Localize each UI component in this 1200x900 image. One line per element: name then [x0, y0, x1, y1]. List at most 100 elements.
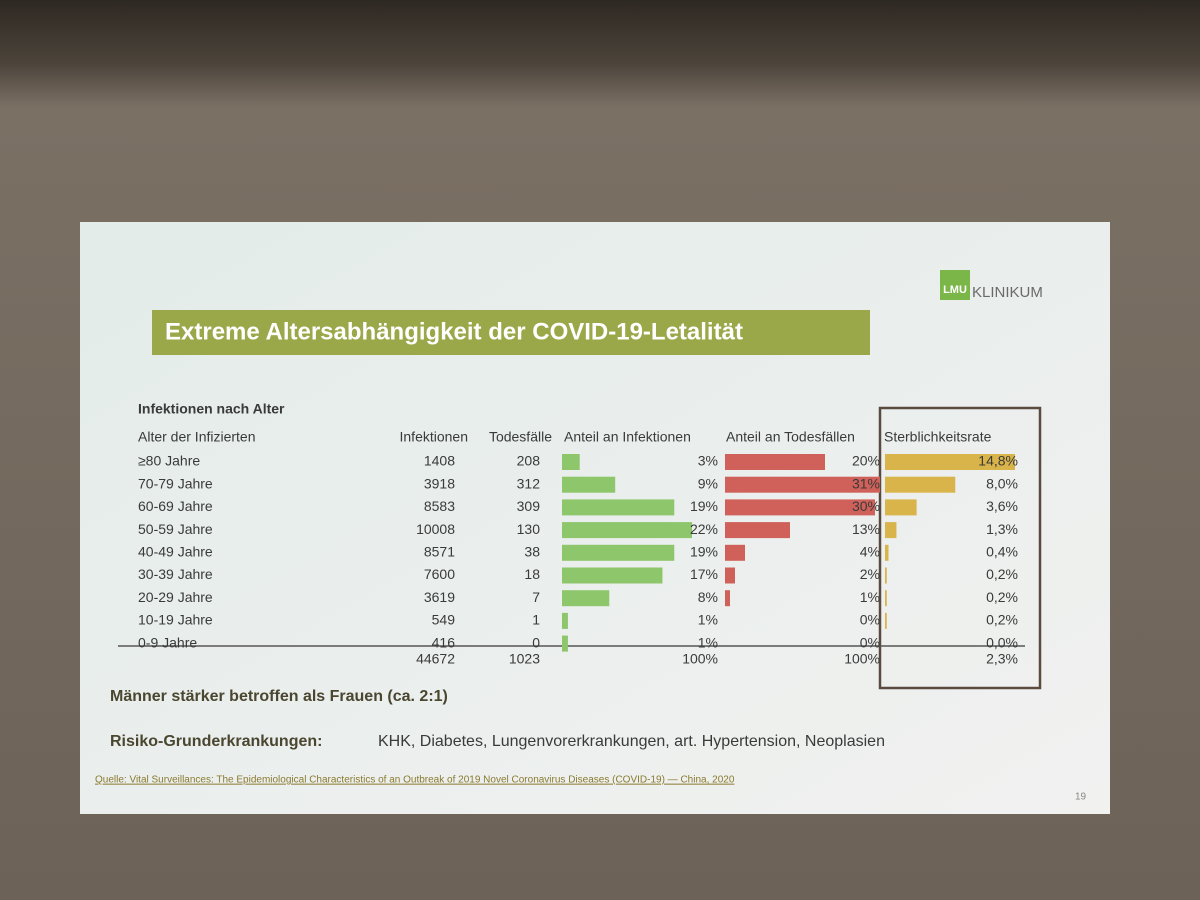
death-share-label: 0% [860, 612, 880, 628]
fatality-rate-bar [885, 476, 956, 493]
infections: 1408 [424, 453, 455, 469]
fatality-rate-bar [885, 544, 889, 561]
source: Quelle: Vital Surveillances: The Epidemi… [95, 775, 735, 786]
age-group: 0-9 Jahre [138, 634, 197, 650]
infections: 549 [432, 612, 456, 628]
title-box [152, 310, 870, 355]
note: Männer stärker betroffen als Frauen (ca.… [110, 688, 448, 705]
fatality-rate-label: 0,0% [986, 634, 1018, 650]
fatality-rate-bar [885, 590, 887, 607]
infection-share-label: 9% [698, 475, 718, 491]
highlight-box [878, 406, 1042, 690]
death-share-label: 4% [860, 544, 880, 560]
logo-mark: LMU [943, 284, 967, 296]
infection-share-label: 8% [698, 589, 718, 605]
age-group: 30-39 Jahre [138, 566, 213, 582]
fatality-rate-bar [885, 612, 887, 629]
infections: 7600 [424, 566, 455, 582]
page-number: 19 [1075, 792, 1087, 803]
infections: 10008 [416, 521, 455, 537]
deaths: 208 [517, 453, 541, 469]
death-share-label: 1% [860, 589, 880, 605]
age-group: 50-59 Jahre [138, 521, 213, 537]
risk-text: KHK, Diabetes, Lungenvorerkrankungen, ar… [378, 733, 885, 750]
infections: 8571 [424, 544, 455, 560]
death-share-label: 0% [860, 634, 880, 650]
infections: 3918 [424, 475, 455, 491]
fatality-rate-label: 8,0% [986, 475, 1018, 491]
infections: 416 [432, 634, 456, 650]
age-group: 70-79 Jahre [138, 475, 213, 491]
death-share-bar [725, 567, 735, 584]
death-share-bar [725, 544, 745, 561]
deaths: 0 [532, 634, 540, 650]
infection-share-label: 3% [698, 453, 718, 469]
risk-label: Risiko-Grunderkrankungen: [110, 733, 322, 750]
death-share-bar [725, 522, 790, 539]
death-share-label: 20% [852, 453, 880, 469]
column-header: Alter der Infizierten [138, 429, 256, 445]
infection-share-label: 1% [698, 634, 718, 650]
death-share-bar [725, 454, 825, 470]
fatality-rate-bar [885, 567, 887, 584]
total: 2,3% [986, 651, 1018, 667]
column-header: Todesfälle [489, 429, 552, 445]
deaths: 312 [517, 475, 541, 491]
infection-share-bar [562, 590, 610, 607]
age-group: 40-49 Jahre [138, 544, 213, 560]
death-share-label: 13% [852, 521, 880, 537]
death-share-label: 31% [852, 475, 880, 491]
column-header: Infektionen [400, 429, 469, 445]
infection-share-label: 19% [690, 498, 718, 514]
infection-share-bar [562, 476, 616, 493]
infection-share-bar [562, 544, 675, 561]
total: 1023 [509, 651, 540, 667]
logo-text: KLINIKUM [972, 284, 1043, 301]
fatality-rate-label: 0,2% [986, 612, 1018, 628]
fatality-rate-label: 3,6% [986, 498, 1018, 514]
infection-share-bar [562, 612, 568, 629]
infection-share-label: 1% [698, 612, 718, 628]
column-header: Anteil an Todesfällen [726, 429, 855, 445]
death-share-bar [725, 499, 875, 516]
fatality-rate-bar [885, 499, 917, 516]
deaths: 18 [524, 566, 540, 582]
fatality-rate-label: 1,3% [986, 521, 1018, 537]
deaths: 309 [517, 498, 541, 514]
deaths: 7 [532, 589, 540, 605]
column-header: Anteil an Infektionen [564, 429, 691, 445]
total: 100% [682, 651, 718, 667]
fatality-rate-bar [885, 454, 1015, 470]
fatality-rate-label: 0,2% [986, 589, 1018, 605]
infection-share-bar [562, 499, 675, 516]
column-header: Sterblichkeitsrate [884, 429, 992, 445]
death-share-bar [725, 590, 730, 607]
total: 44672 [416, 651, 455, 667]
age-group: 60-69 Jahre [138, 498, 213, 514]
death-share-label: 2% [860, 566, 880, 582]
fatality-rate-label: 0,4% [986, 544, 1018, 560]
infection-share-label: 19% [690, 544, 718, 560]
infection-share-bar [562, 567, 663, 584]
fatality-rate-label: 14,8% [978, 453, 1018, 469]
infection-share-label: 22% [690, 521, 718, 537]
title: Extreme Altersabhängigkeit der COVID-19-… [165, 318, 743, 345]
death-share-bar [725, 476, 880, 493]
logo-mark-box [940, 270, 970, 300]
deaths: 38 [524, 544, 540, 560]
infection-share-label: 17% [690, 566, 718, 582]
total: 100% [844, 651, 880, 667]
infection-share-bar [562, 635, 568, 652]
table-caption: Infektionen nach Alter [138, 401, 285, 417]
infections: 8583 [424, 498, 455, 514]
fatality-rate-label: 0,2% [986, 566, 1018, 582]
age-group: 10-19 Jahre [138, 612, 213, 628]
age-group: ≥80 Jahre [138, 453, 200, 469]
fatality-rate-bar [885, 522, 897, 539]
age-group: 20-29 Jahre [138, 589, 213, 605]
infections: 3619 [424, 589, 455, 605]
death-share-label: 30% [852, 498, 880, 514]
deaths: 130 [517, 521, 541, 537]
deaths: 1 [532, 612, 540, 628]
